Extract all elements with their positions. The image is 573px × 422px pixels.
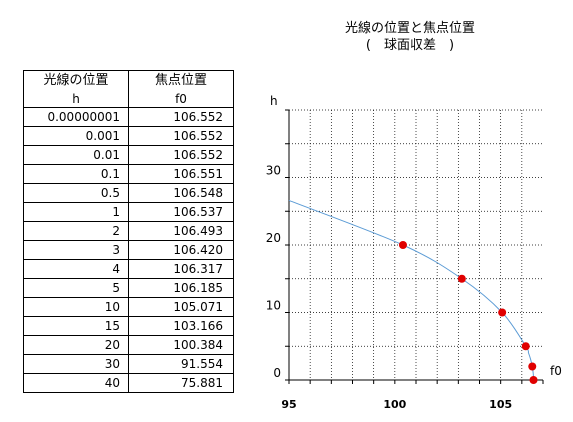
table-row: 1 106.537 (23, 202, 234, 222)
data-point (498, 308, 507, 317)
header-h: 光線の位置 (23, 70, 129, 91)
table-row: 3 106.420 (23, 240, 234, 260)
cell-f0: 75.881 (128, 373, 234, 393)
series-curve (288, 199, 535, 381)
cell-h: 30 (23, 354, 129, 374)
chart-subtitle: ( 球面収差 ) (365, 38, 455, 53)
table-row: 4 106.317 (23, 259, 234, 279)
chart-title: 光線の位置と焦点位置 (344, 21, 475, 36)
table-row: 40 75.881 (23, 373, 234, 393)
x-tick-label: 95 (281, 398, 296, 411)
table-row: 0.001 106.552 (23, 126, 234, 146)
table-row: 0.00000001 106.552 (23, 107, 234, 127)
table-row: 0.5 106.548 (23, 183, 234, 203)
table-body: 0.00000001 106.552 0.001 106.552 0.01 106.552… (23, 107, 234, 393)
y-tick-label: 10 (266, 299, 281, 313)
y-axis-label: h (270, 94, 278, 108)
table-row: 5 106.185 (23, 278, 234, 298)
cell-h: 20 (23, 335, 129, 355)
x-tick-label: 100 (383, 398, 406, 411)
data-table: 光線の位置 焦点位置 h f0 0.00000001 106.552 0.001 10… (23, 70, 234, 393)
data-point (529, 376, 538, 384)
table-row: 20 100.384 (23, 335, 234, 355)
table-row: 30 91.554 (23, 354, 234, 374)
chart-title-block: 光線の位置と焦点位置 ( 球面収差 ) (290, 20, 530, 54)
data-point (398, 241, 407, 249)
cell-h: 40 (23, 373, 129, 393)
data-point (457, 274, 466, 283)
cell-f0: 103.166 (128, 316, 234, 336)
cell-f0: 106.548 (128, 183, 234, 203)
y-tick-label: 30 (266, 164, 281, 178)
y-tick-label: 0 (273, 366, 281, 380)
table-row: 15 103.166 (23, 316, 234, 336)
y-tick-label: 20 (266, 231, 281, 245)
cell-h: 0.5 (23, 183, 129, 203)
data-point (521, 342, 530, 351)
table-row: 0.1 106.551 (23, 164, 234, 184)
table-row: 10 105.071 (23, 297, 234, 317)
x-axis-label: f0 (550, 364, 562, 378)
x-tick-label: 105 (489, 398, 512, 411)
cell-h: 0.01 (23, 145, 129, 165)
cell-h: 15 (23, 316, 129, 336)
cell-f0: 106.493 (128, 221, 234, 241)
cell-f0: 106.420 (128, 240, 234, 260)
header-f0: 焦点位置 (128, 70, 234, 91)
cell-f0: 106.317 (128, 259, 234, 279)
data-point (528, 362, 537, 371)
